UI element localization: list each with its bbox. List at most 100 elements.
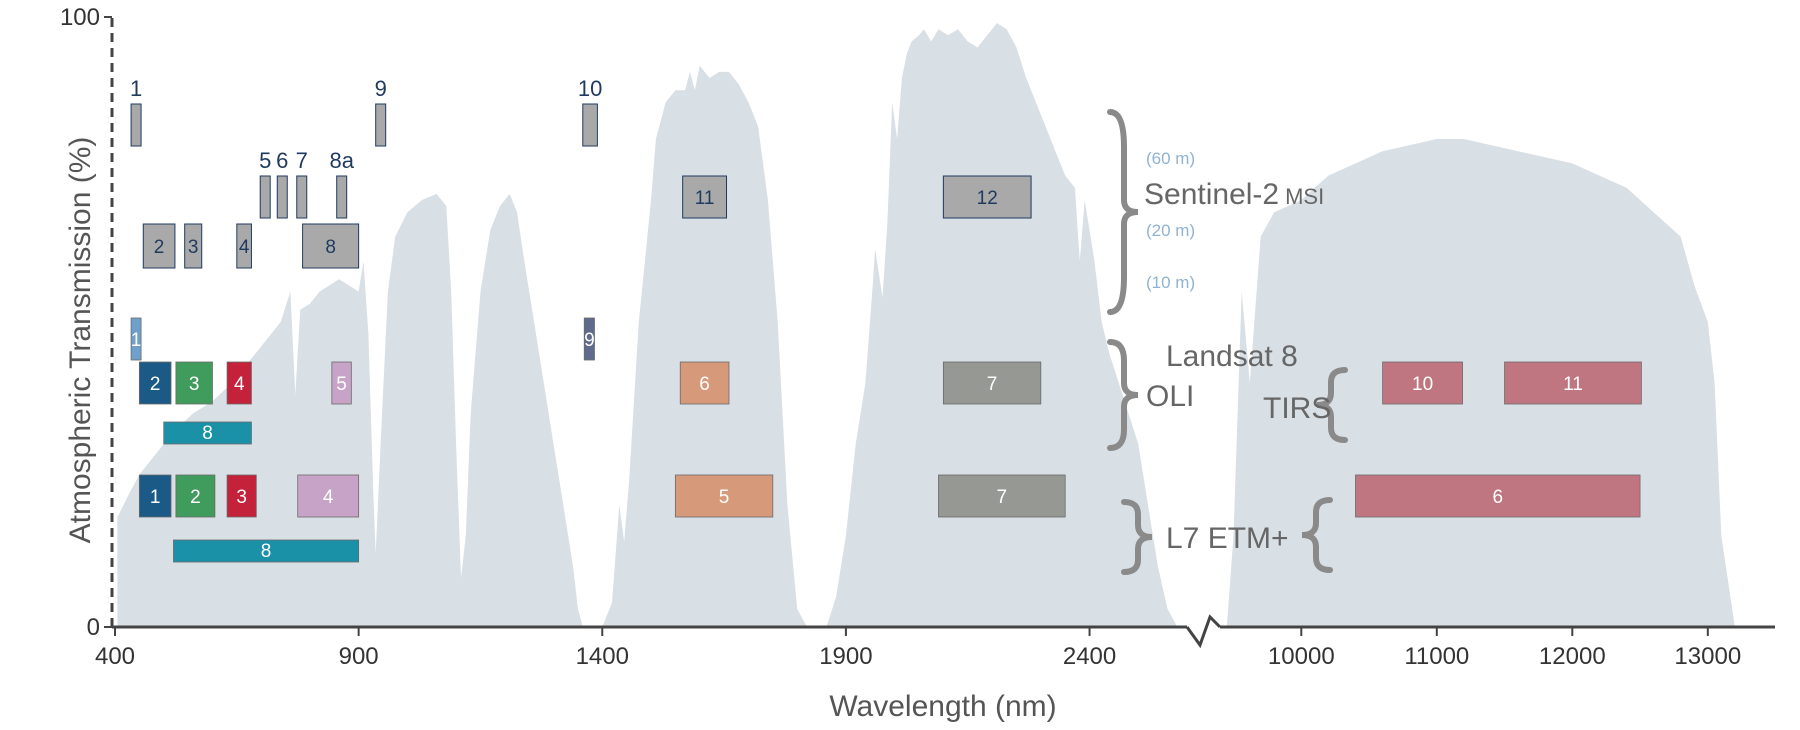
landsat-8-band-1-bar: [130, 317, 142, 361]
landsat-8-band-2-label: 2: [150, 374, 161, 395]
sentinel-2-msi: MSI: [1285, 184, 1324, 209]
y-tick-label: 100: [60, 4, 100, 31]
y-axis-title: Atmospheric Transmission (%): [64, 137, 97, 544]
sentinel-2-resolution-label: (20 m): [1146, 221, 1195, 240]
landsat-8-band-9-label: 9: [584, 330, 595, 351]
x-tick-label: 11000: [1404, 643, 1469, 670]
sentinel-2-band-4-bar: [236, 223, 252, 269]
transmission-area: [117, 23, 1735, 628]
sentinel-2-band-12-label: 12: [977, 188, 998, 209]
sentinel-2-band-5-label: 5: [259, 148, 271, 173]
landsat-8-tirs-band-11-bar: [1504, 361, 1642, 405]
sentinel-2-band-1-label: 1: [130, 76, 142, 101]
landsat-8-tirs-brace: [1316, 367, 1348, 443]
landsat-8-tirs-label: TIRS: [1263, 392, 1331, 425]
landsat-8-band-7-label: 7: [987, 374, 998, 395]
sentinel-2-band-2-label: 2: [154, 237, 165, 258]
l7-etm-band-5-bar: [674, 474, 774, 518]
sentinel-2-band-9-bar: [375, 103, 387, 147]
x-tick-label: 1400: [576, 643, 629, 670]
landsat-8-band-2-bar: [138, 361, 172, 405]
sensor-annotations: Sentinel-2 MSI (60 m) (20 m) (10 m) Landsat 8…: [1107, 109, 1348, 575]
x-tick-label: 1900: [819, 643, 872, 670]
l7-etm-band-7-bar: [938, 474, 1066, 518]
l7-etm-band-4-label: 4: [323, 487, 334, 508]
sentinel-2-resolution-label: (10 m): [1146, 273, 1195, 292]
landsat-8-band-8-bar: [163, 421, 252, 445]
landsat-8-band-4-bar: [226, 361, 252, 405]
l7-etm-band-8-bar: [173, 539, 360, 563]
landsat-8-tirs-band-10-bar: [1382, 361, 1463, 405]
sentinel-2-band-7-bar: [296, 175, 308, 219]
sentinel-2-band-8-bar: [302, 223, 360, 269]
sentinel-2-band-6-label: 6: [276, 148, 288, 173]
sentinel-2-band-8-label: 8: [325, 237, 336, 258]
landsat-8-band-5-bar: [331, 361, 352, 405]
sentinel-2-band-3-label: 3: [188, 237, 199, 258]
l7-etm-brace: [1121, 499, 1153, 575]
axes: 400 900 1400 1900 2400 10000 11000 12000 13000 0 1…: [60, 4, 1775, 670]
landsat-8-band-6-bar: [679, 361, 730, 405]
x-tick-label: 400: [95, 643, 135, 670]
sentinel-2-band-10-bar: [582, 103, 598, 147]
landsat-8-tirs-band-10-label: 10: [1412, 374, 1433, 395]
l7-etm-band-5-label: 5: [719, 487, 730, 508]
l7-etm-band-3-bar: [226, 474, 257, 518]
l7-etm-band-1-label: 1: [150, 487, 161, 508]
x-tick-label: 10000: [1268, 643, 1335, 670]
sentinel-2-band-12-bar: [942, 175, 1032, 219]
landsat-8-band-1-label: 1: [131, 330, 142, 351]
l7-etm-band-4-bar: [297, 474, 360, 518]
landsat-8-label: Landsat 8: [1166, 340, 1298, 373]
x-axis-title: Wavelength (nm): [829, 690, 1056, 723]
landsat-8-band-5-label: 5: [336, 374, 347, 395]
landsat-8-oli-brace: [1107, 339, 1139, 451]
l7-etm-band-2-bar: [175, 474, 216, 518]
x-tick-label: 12000: [1539, 643, 1606, 670]
l7-etm-band-7-label: 7: [997, 487, 1008, 508]
landsat-8-tirs-band-11-label: 11: [1563, 374, 1583, 395]
l7-etm-band-6-label: 6: [1492, 487, 1503, 508]
sentinel-2-resolution-label: (60 m): [1146, 149, 1195, 168]
sentinel-2-band-5-bar: [259, 175, 271, 219]
sentinel-2-brace: [1107, 109, 1139, 315]
sentinel-2-band-2-bar: [142, 223, 176, 269]
sentinel-2-band-1-bar: [130, 103, 142, 147]
axis-labels: Wavelength (nm) Atmospheric Transmission…: [64, 137, 1057, 723]
sentinel-2-name: Sentinel-2: [1144, 178, 1279, 211]
l7-etm-band-3-label: 3: [236, 487, 247, 508]
landsat-8-band-7-bar: [942, 361, 1042, 405]
x-tick-label: 13000: [1674, 643, 1741, 670]
sentinel-2-band-4-label: 4: [239, 237, 250, 258]
landsat-8-band-6-label: 6: [699, 374, 710, 395]
l7-etm-band-2-label: 2: [190, 487, 201, 508]
landsat-8-oli-label: OLI: [1146, 380, 1194, 413]
sentinel-2-band-6-bar: [276, 175, 288, 219]
landsat-8-band-4-label: 4: [234, 374, 245, 395]
landsat-8-band-3-bar: [175, 361, 213, 405]
transmission-area-vnir-swir: [117, 23, 1178, 628]
x-tick-label: 2400: [1063, 643, 1116, 670]
landsat-8-band-8-label: 8: [202, 423, 213, 444]
sentinel-2-band-10-label: 10: [578, 76, 602, 101]
sentinel-2-band-11-label: 11: [695, 188, 715, 209]
sentinel-2-band-3-bar: [184, 223, 203, 269]
l7-thermal-brace: [1301, 497, 1333, 573]
landsat-8-band-3-label: 3: [189, 374, 200, 395]
y-tick-label: 0: [87, 614, 100, 641]
axis-break-mark: [1185, 614, 1222, 649]
sentinel-2-band-9-label: 9: [375, 76, 387, 101]
sentinel-2-band-11-bar: [682, 175, 728, 219]
sentinel-2-label: Sentinel-2 MSI: [1144, 178, 1324, 211]
l7-etm-label: L7 ETM+: [1166, 522, 1289, 555]
x-tick-label: 900: [339, 643, 379, 670]
landsat-8-band-9-bar: [583, 317, 595, 361]
sentinel-2-band-8a-bar: [336, 175, 348, 219]
l7-etm-band-8-label: 8: [261, 541, 272, 562]
sentinel-2-band-8a-label: 8a: [329, 148, 354, 173]
l7-etm-band-6-bar: [1355, 474, 1641, 518]
transmission-area-thermal: [1226, 139, 1735, 627]
sentinel-2-band-7-label: 7: [296, 148, 308, 173]
